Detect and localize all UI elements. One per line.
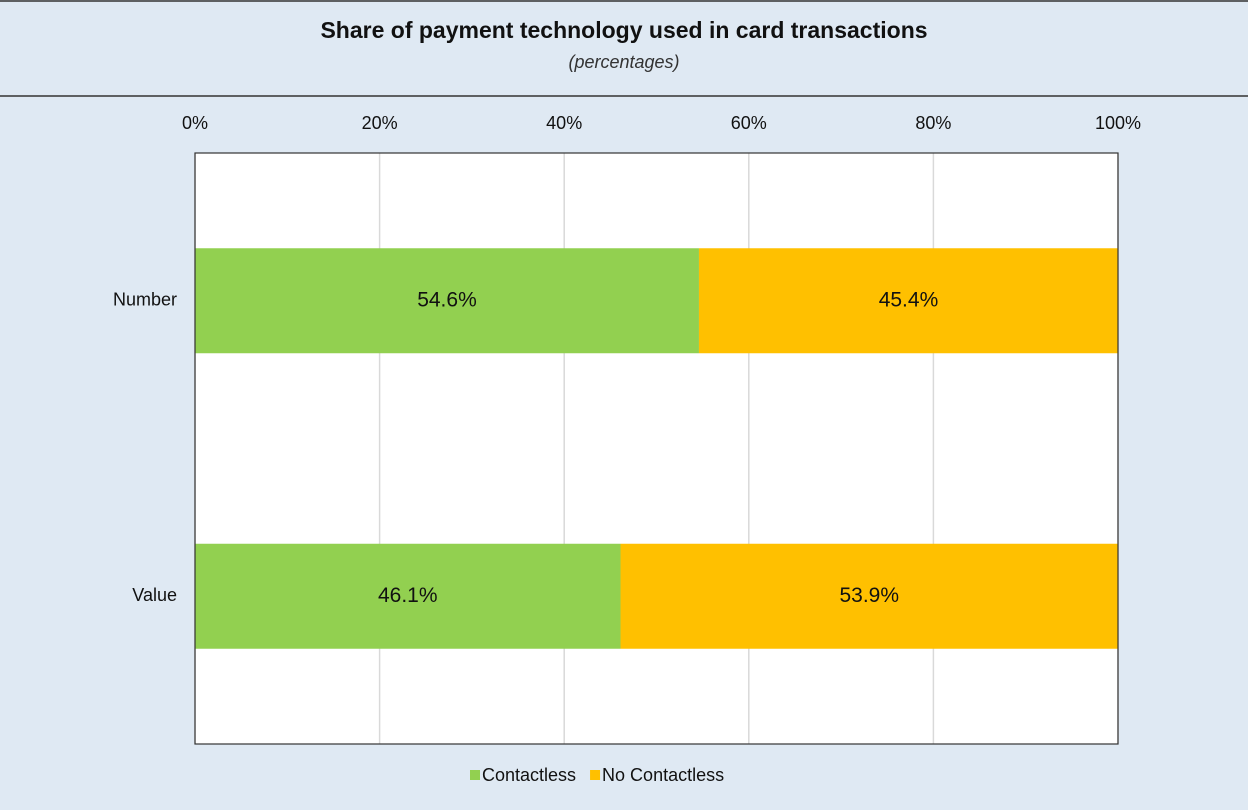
data-label: 54.6% bbox=[417, 288, 477, 311]
chart-subtitle: (percentages) bbox=[568, 52, 679, 72]
y-tick-label: Value bbox=[132, 585, 177, 605]
data-label: 45.4% bbox=[879, 288, 939, 311]
x-tick-label: 0% bbox=[182, 113, 208, 133]
data-label: 53.9% bbox=[839, 584, 899, 607]
bar-segment bbox=[195, 543, 621, 649]
x-tick-label: 80% bbox=[915, 113, 951, 133]
x-tick-label: 40% bbox=[546, 113, 582, 133]
plot-area bbox=[195, 153, 1118, 744]
y-tick-label: Number bbox=[113, 290, 177, 310]
chart-title: Share of payment technology used in card… bbox=[320, 17, 927, 43]
x-tick-label: 60% bbox=[731, 113, 767, 133]
bar-segment bbox=[698, 248, 1118, 354]
legend-swatch bbox=[590, 770, 601, 780]
x-tick-label: 20% bbox=[362, 113, 398, 133]
bar-segment bbox=[620, 543, 1118, 649]
bar-segment bbox=[195, 248, 699, 354]
data-label: 46.1% bbox=[378, 584, 438, 607]
plot-border bbox=[194, 152, 1119, 745]
legend-swatch bbox=[470, 770, 480, 780]
legend-label: Contactless bbox=[482, 765, 576, 785]
legend-label: No Contactless bbox=[602, 765, 724, 785]
x-tick-label: 100% bbox=[1095, 113, 1141, 133]
